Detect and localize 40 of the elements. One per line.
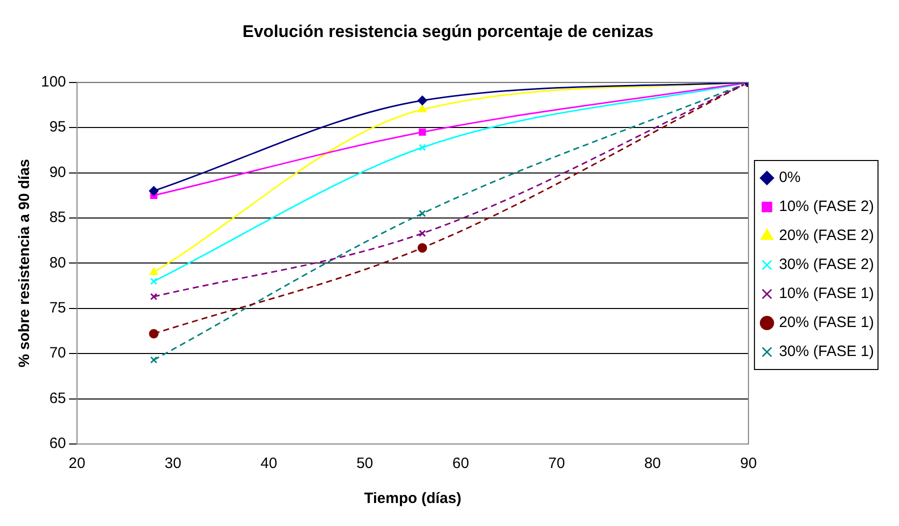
- x-tick-label: 90: [740, 455, 757, 472]
- point: [418, 104, 427, 112]
- x-tick-label: 70: [548, 455, 565, 472]
- point: [418, 144, 426, 152]
- y-tick-label: 80: [49, 254, 66, 272]
- y-tick-label: 100: [40, 74, 66, 91]
- y-tick-label: 95: [49, 118, 66, 136]
- x-tick-label: 20: [68, 455, 86, 472]
- legend-label: 0%: [778, 169, 801, 186]
- chart-title: Evolución resistencia según porcentaje de cenizas: [242, 22, 654, 41]
- y-tick-label: 85: [49, 209, 66, 226]
- point: [418, 230, 426, 237]
- legend-label: 30% (FASE 1): [778, 343, 874, 360]
- x-tick-label: 40: [260, 455, 278, 472]
- point: [149, 328, 159, 338]
- y-axis-title: % sobre resistencia a 90 días: [16, 158, 34, 368]
- x-tick-label: 30: [164, 455, 182, 472]
- point: [150, 267, 158, 275]
- point: [418, 210, 426, 218]
- legend-label: 20% (FASE 1): [778, 314, 874, 332]
- x-axis-title: Tiempo (días): [364, 490, 462, 508]
- legend-label: 20% (FASE 2): [778, 227, 874, 244]
- point: [149, 186, 159, 196]
- point: [150, 278, 158, 285]
- point: [150, 356, 158, 364]
- x-tick-label: 60: [452, 455, 470, 472]
- x-tick-label: 50: [356, 455, 374, 472]
- point: [418, 243, 428, 253]
- y-tick-label: 75: [49, 300, 66, 317]
- y-tick-label: 60: [49, 435, 66, 452]
- legend-label: 10% (FASE 2): [778, 198, 874, 216]
- y-tick-label: 70: [49, 344, 66, 362]
- point: [418, 96, 428, 106]
- legend-label: 30% (FASE 2): [778, 256, 874, 274]
- legend-label: 10% (FASE 1): [778, 285, 874, 302]
- point: [418, 128, 426, 136]
- x-tick-label: 80: [644, 455, 661, 472]
- point: [150, 293, 158, 300]
- y-tick-label: 65: [49, 390, 66, 407]
- y-tick-label: 90: [49, 164, 66, 181]
